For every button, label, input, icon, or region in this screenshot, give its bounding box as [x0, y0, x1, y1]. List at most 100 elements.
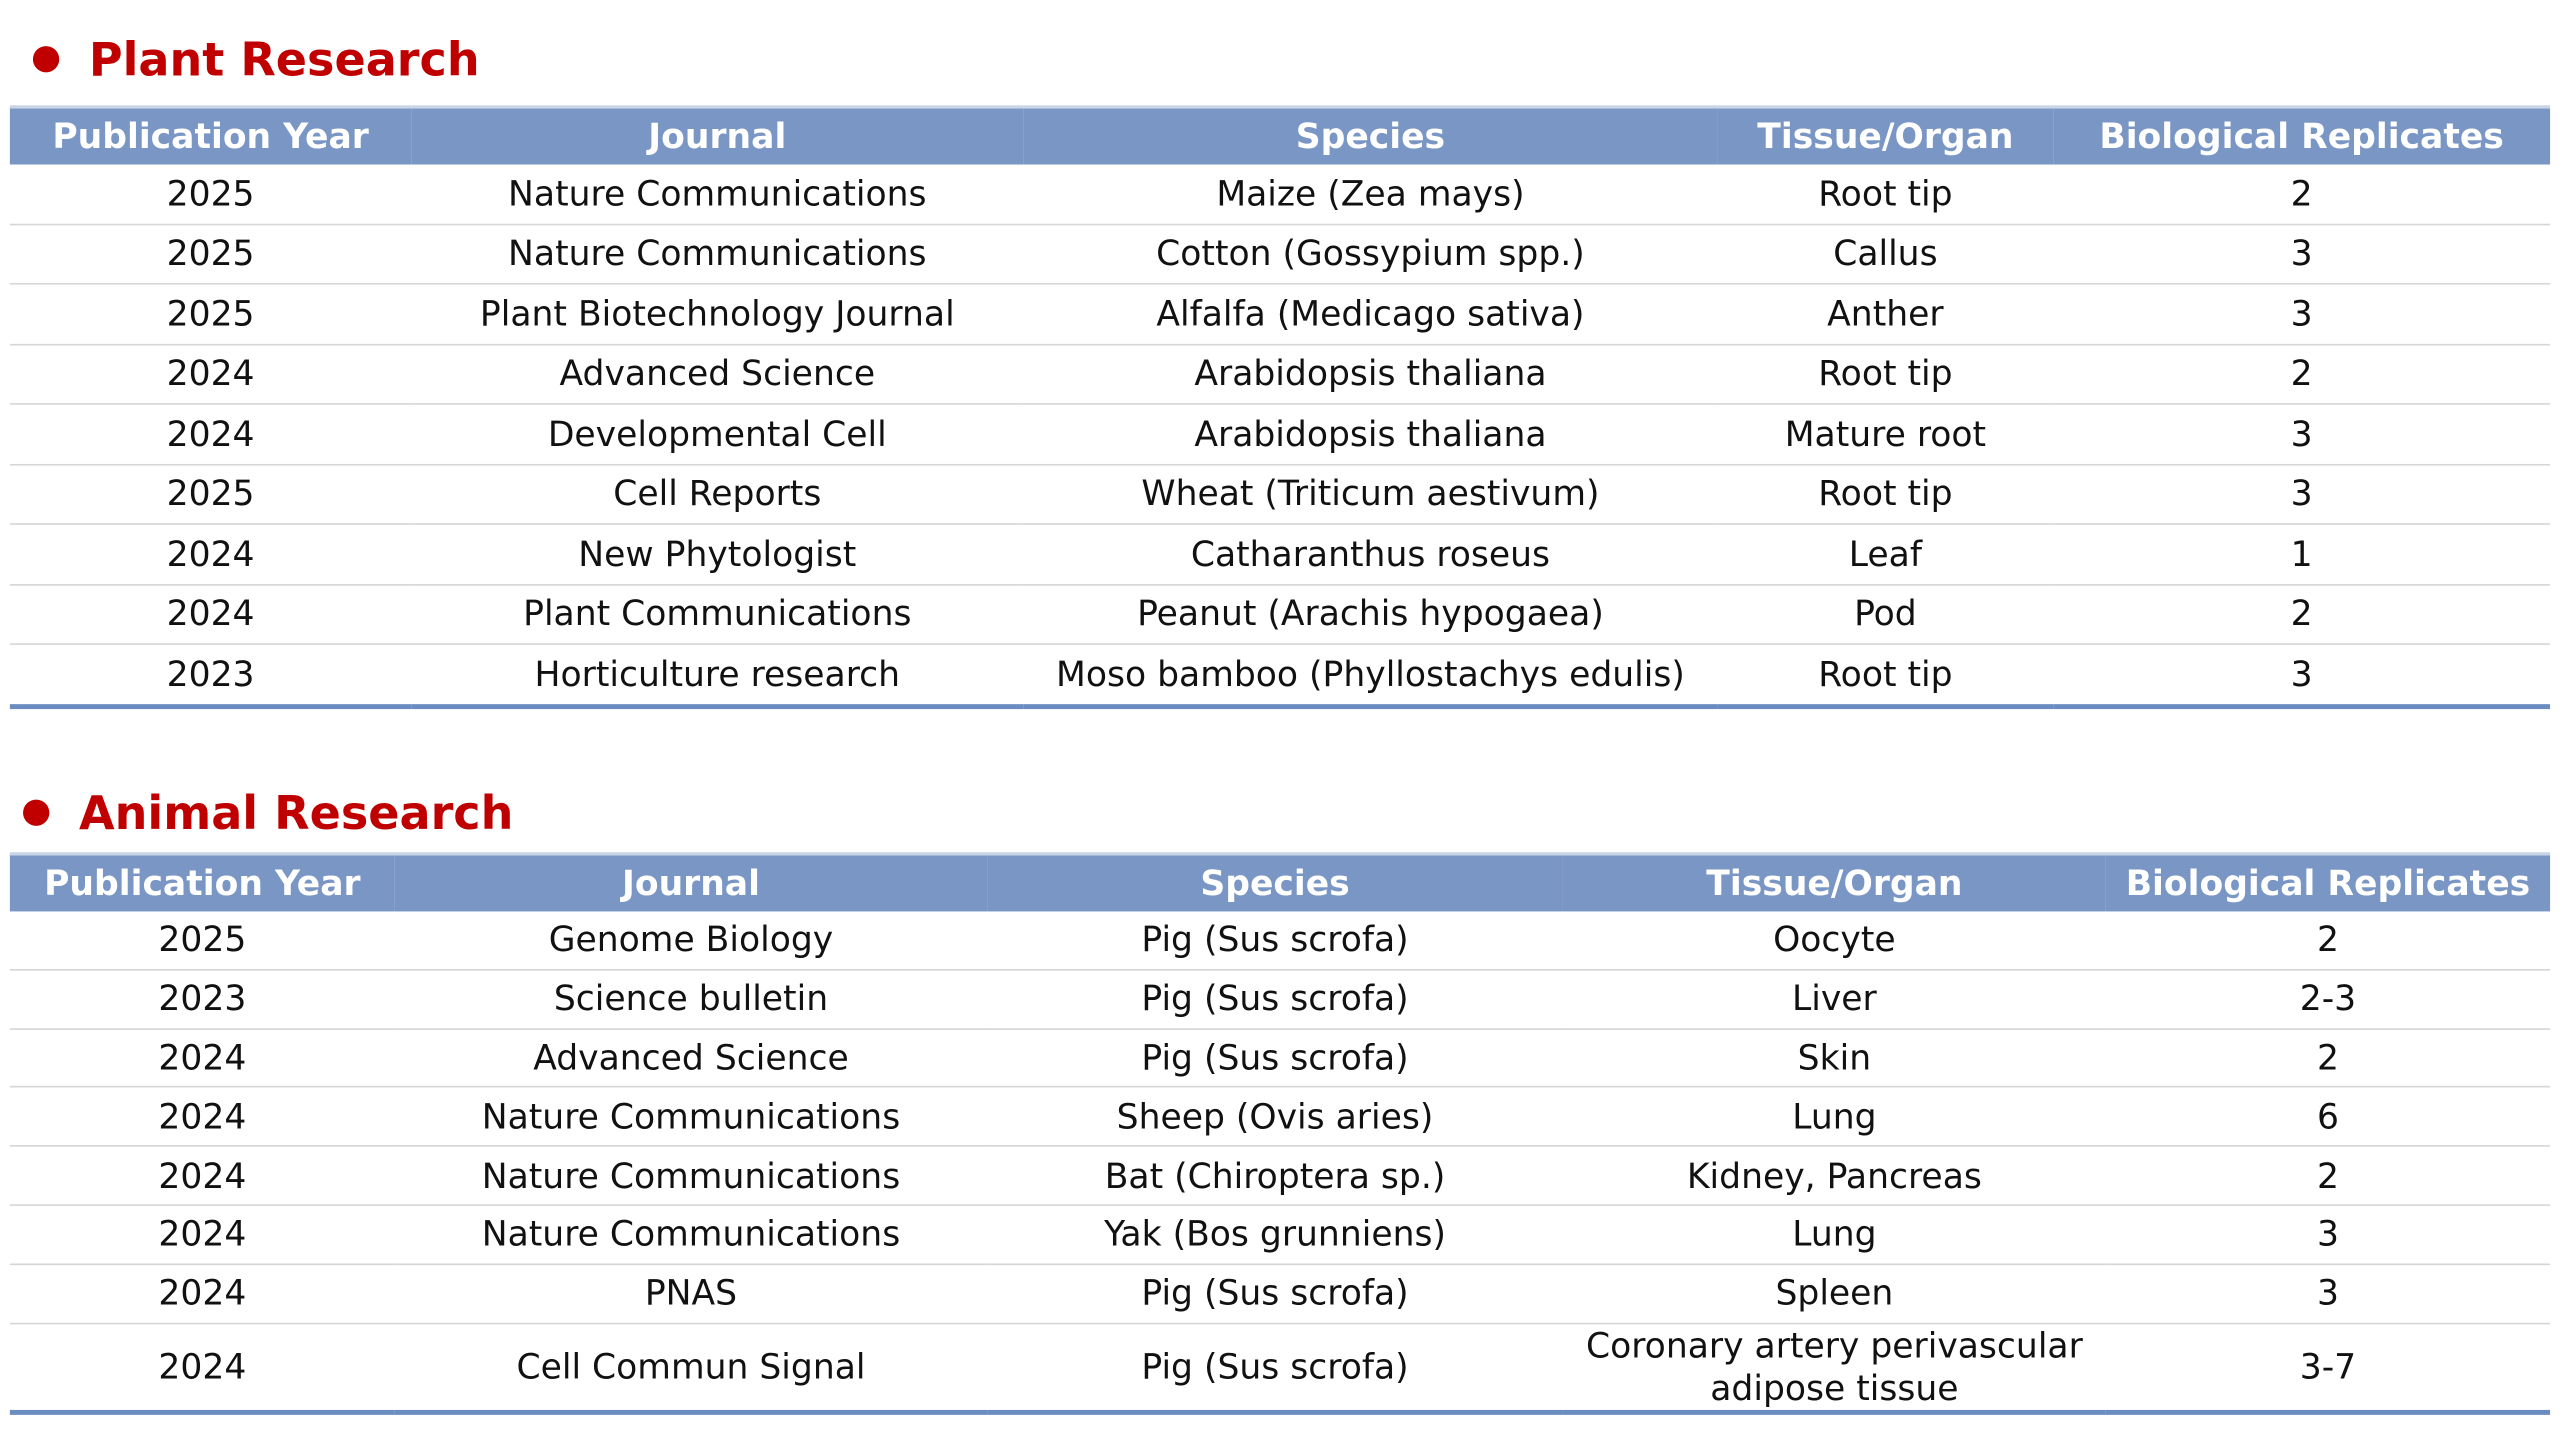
cell: 2024 [9, 403, 412, 465]
cell: 1 [2053, 523, 2551, 585]
cell: Nature Communications [394, 1205, 988, 1265]
cell: Root tip [1717, 463, 2054, 525]
cell: 2 [2105, 911, 2551, 971]
header-cell: Species [1023, 105, 1718, 165]
cell: Advanced Science [394, 1028, 988, 1089]
cell: 3 [2053, 644, 2551, 709]
cell: Cell Reports [411, 463, 1024, 525]
cell: PNAS [394, 1263, 988, 1324]
cell: 2024 [9, 523, 412, 585]
cell: 3 [2053, 223, 2551, 285]
table: Publication Year Journal Species Tissue/Org… [9, 105, 2551, 709]
cell: Advanced Science [411, 343, 1024, 405]
cell: Genome Biology [394, 911, 988, 971]
cell: 2 [2105, 1146, 2551, 1206]
cell: 2024 [9, 1205, 395, 1265]
cell: Kidney, Pancreas [1562, 1146, 2106, 1206]
cell: Pig (Sus scrofa) [987, 1322, 1563, 1415]
cell: Pig (Sus scrofa) [987, 911, 1563, 971]
cell: 2025 [9, 223, 412, 285]
bullet [23, 799, 50, 826]
row: 2023 Horticulture research Moso bamboo (Ph… [9, 644, 2551, 709]
cell: 6 [2105, 1087, 2551, 1148]
cell: Pod [1717, 584, 2054, 645]
cell: 2 [2053, 584, 2551, 645]
cell: Plant Communications [411, 584, 1024, 645]
cell: Nature Communications [411, 164, 1024, 225]
cell: Nature Communications [411, 223, 1024, 285]
cell: Maize (Zea mays) [1023, 164, 1718, 225]
cell: 3 [2053, 403, 2551, 465]
cell: Lung [1562, 1205, 2106, 1265]
header-cell: Publication Year [9, 105, 412, 165]
cell: New Phytologist [411, 523, 1024, 585]
row: 2025 Plant Biotechnology Journal Alfalfa (… [9, 283, 2551, 345]
header-row: Publication Year Journal Species Tissue/Org… [9, 852, 2551, 912]
cell: Alfalfa (Medicago sativa) [1023, 283, 1718, 345]
cell: 2024 [9, 1028, 395, 1089]
cell: Anther [1717, 283, 2054, 345]
cell: Wheat (Triticum aestivum) [1023, 463, 1718, 525]
cell: 2 [2105, 1028, 2551, 1089]
row: 2024 Advanced Science Pig (Sus scrofa) Skin… [9, 1028, 2551, 1089]
row: 2024 Nature Communications Bat (Chiroptera… [9, 1146, 2551, 1206]
table: Publication Year Journal Species Tissue/Org… [9, 852, 2551, 1415]
cell: Spleen [1562, 1263, 2106, 1324]
cell: Sheep (Ovis aries) [987, 1087, 1563, 1148]
cell: Horticulture research [411, 644, 1024, 709]
header-cell: Tissue/Organ [1717, 105, 2054, 165]
cell: Pig (Sus scrofa) [987, 1263, 1563, 1324]
cell: 3 [2053, 283, 2551, 345]
cell: 2023 [9, 644, 412, 709]
row: 2023 Science bulletin Pig (Sus scrofa) Live… [9, 969, 2551, 1030]
row: 2025 Genome Biology Pig (Sus scrofa) Oocyte… [9, 911, 2551, 971]
cell: Root tip [1717, 343, 2054, 405]
cell: 2025 [9, 911, 395, 971]
cell: Developmental Cell [411, 403, 1024, 465]
cell: Cell Commun Signal [394, 1322, 988, 1415]
cell: Pig (Sus scrofa) [987, 1028, 1563, 1089]
row: 2024 Cell Commun Signal Pig (Sus scrofa) Co… [9, 1322, 2551, 1415]
header-cell: Journal [411, 105, 1024, 165]
cell: 3-7 [2105, 1322, 2551, 1415]
header-cell: Biological Replicates [2053, 105, 2551, 165]
row: 2024 New Phytologist Catharanthus roseus Le… [9, 523, 2551, 585]
row: 2025 Nature Communications Cotton (Gossypi… [9, 223, 2551, 285]
cell: Callus [1717, 223, 2054, 285]
cell: Moso bamboo (Phyllostachys edulis) [1023, 644, 1718, 709]
cell: Bat (Chiroptera sp.) [987, 1146, 1563, 1206]
cell: 2024 [9, 584, 412, 645]
cell: Coronary artery perivascular adipose tis… [1562, 1322, 2106, 1415]
header-cell: Publication Year [9, 852, 395, 912]
cell: 2 [2053, 343, 2551, 405]
title-text: Animal Research [78, 785, 514, 840]
cell: 3 [2053, 463, 2551, 525]
header-row: Publication Year Journal Species Tissue/Org… [9, 105, 2551, 165]
cell: Arabidopsis thaliana [1023, 403, 1718, 465]
cell: Nature Communications [394, 1146, 988, 1206]
row: 2024 Advanced Science Arabidopsis thaliana… [9, 343, 2551, 405]
cell: Plant Biotechnology Journal [411, 283, 1024, 345]
cell: Root tip [1717, 164, 2054, 225]
title-text: Plant Research [88, 32, 480, 87]
cell: 2024 [9, 1263, 395, 1324]
cell: 2025 [9, 164, 412, 225]
cell: 2025 [9, 463, 412, 525]
cell: Root tip [1717, 644, 2054, 709]
bullet [32, 46, 60, 73]
cell: 2024 [9, 1146, 395, 1206]
header-cell: Biological Replicates [2105, 852, 2551, 912]
section-title: Animal Research [23, 780, 513, 846]
cell: 3 [2105, 1205, 2551, 1265]
row: 2024 Nature Communications Sheep (Ovis ari… [9, 1087, 2551, 1148]
header-cell: Tissue/Organ [1562, 852, 2106, 912]
cell: 3 [2105, 1263, 2551, 1324]
cell: Oocyte [1562, 911, 2106, 971]
cell: Skin [1562, 1028, 2106, 1089]
cell: Lung [1562, 1087, 2106, 1148]
cell: Yak (Bos grunniens) [987, 1205, 1563, 1265]
row: 2024 Nature Communications Yak (Bos grunni… [9, 1205, 2551, 1265]
cell: 2024 [9, 1322, 395, 1415]
row: 2025 Nature Communications Maize (Zea mays… [9, 164, 2551, 225]
